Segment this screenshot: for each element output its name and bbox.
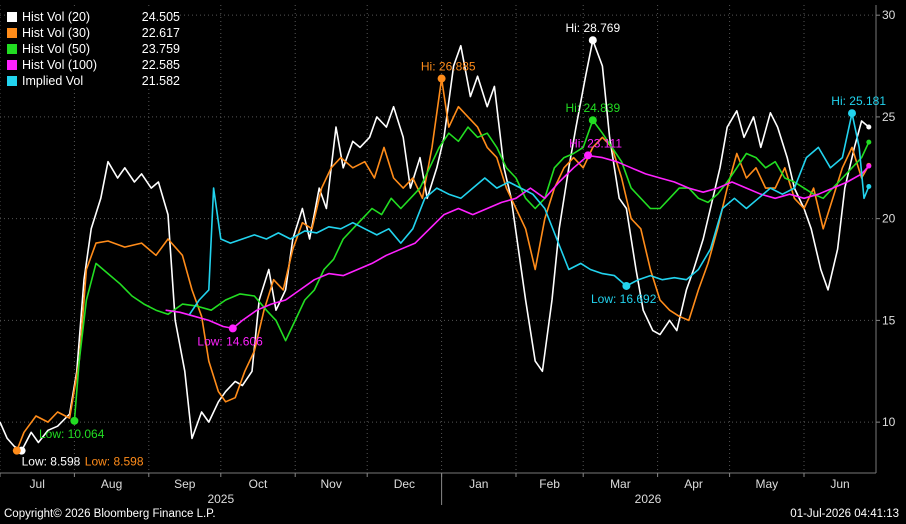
y-tick-label: 15 bbox=[882, 313, 896, 327]
legend-series-value: 22.617 bbox=[141, 26, 180, 40]
year-label: 2025 bbox=[207, 492, 234, 506]
series-end-marker-3 bbox=[866, 163, 872, 169]
annotation-label: Hi: 25.181 bbox=[831, 94, 886, 108]
x-tick-label: Nov bbox=[321, 477, 342, 491]
year-label: 2026 bbox=[635, 492, 662, 506]
legend-swatch bbox=[7, 44, 17, 54]
annotation-label: Low: 8.598 bbox=[85, 455, 144, 469]
annotation-marker bbox=[228, 324, 237, 333]
legend-series-value: 22.585 bbox=[141, 58, 180, 72]
annotation-label: Low: 16.692 bbox=[591, 292, 657, 306]
legend-series-value: 24.505 bbox=[141, 10, 180, 24]
x-tick-label: Sep bbox=[174, 477, 196, 491]
series-end-marker-0 bbox=[866, 124, 872, 130]
x-tick-label: May bbox=[755, 477, 778, 491]
series-line-0 bbox=[0, 39, 870, 452]
x-tick-label: Apr bbox=[684, 477, 703, 491]
legend-item: Hist Vol (20) 24.505 bbox=[7, 9, 180, 25]
x-tick-label: Jul bbox=[30, 477, 45, 491]
annotation-marker bbox=[584, 151, 592, 160]
legend-swatch bbox=[7, 60, 17, 70]
x-tick-label: Mar bbox=[610, 477, 631, 491]
series-line-3 bbox=[165, 154, 870, 330]
legend-item: Hist Vol (50) 23.759 bbox=[7, 41, 180, 57]
series-end-marker-4 bbox=[866, 183, 872, 189]
legend-series-name: Hist Vol (30) bbox=[22, 26, 91, 40]
series-line-2 bbox=[73, 119, 870, 421]
x-tick-label: Aug bbox=[101, 477, 122, 491]
legend-item: Hist Vol (100) 22.585 bbox=[7, 57, 180, 73]
annotation-marker bbox=[588, 36, 597, 45]
annotation-marker bbox=[588, 116, 597, 125]
x-tick-label: Jan bbox=[469, 477, 488, 491]
legend-item: Hist Vol (30) 22.617 bbox=[7, 25, 180, 41]
legend-series-name: Hist Vol (50) bbox=[22, 42, 91, 56]
annotation-label: Hi: 23.111 bbox=[569, 136, 622, 150]
y-tick-label: 10 bbox=[882, 415, 896, 429]
legend-swatch bbox=[7, 12, 17, 22]
series-end-marker-2 bbox=[866, 139, 872, 145]
legend-swatch bbox=[7, 76, 17, 86]
legend: Hist Vol (20) 24.505 Hist Vol (30) 22.617 Hi… bbox=[7, 9, 180, 89]
legend-series-name: Hist Vol (100) bbox=[22, 58, 98, 72]
annotation-label: Hi: 26.885 bbox=[421, 60, 476, 74]
annotation-marker bbox=[848, 109, 856, 118]
legend-series-name: Hist Vol (20) bbox=[22, 10, 91, 24]
annotation-label: Low: 10.064 bbox=[39, 427, 105, 441]
annotation-marker bbox=[437, 74, 446, 83]
legend-item: Implied Vol 21.582 bbox=[7, 73, 180, 89]
annotation-marker bbox=[12, 446, 21, 455]
legend-series-value: 23.759 bbox=[141, 42, 180, 56]
x-tick-label: Dec bbox=[394, 477, 415, 491]
y-tick-label: 30 bbox=[882, 8, 896, 22]
copyright-text: Copyright© 2026 Bloomberg Finance L.P. bbox=[4, 508, 216, 520]
series-line-1 bbox=[16, 77, 870, 451]
annotation-label: Low: 14.606 bbox=[197, 334, 263, 348]
series-line-4 bbox=[188, 112, 870, 315]
annotation-label: Hi: 24.839 bbox=[565, 101, 620, 115]
x-tick-label: Jun bbox=[830, 477, 849, 491]
y-tick-label: 20 bbox=[882, 212, 896, 226]
legend-swatch bbox=[7, 28, 17, 38]
annotation-label: Low: 8.598 bbox=[22, 455, 81, 469]
legend-series-name: Implied Vol bbox=[22, 74, 84, 88]
annotation-label: Hi: 28.769 bbox=[565, 21, 620, 35]
y-tick-label: 25 bbox=[882, 110, 896, 124]
legend-series-value: 21.582 bbox=[141, 74, 180, 88]
timestamp-text: 01-Jul-2026 04:41:13 bbox=[790, 508, 899, 520]
annotation-marker bbox=[622, 281, 631, 290]
annotation-marker bbox=[70, 416, 79, 425]
x-tick-label: Oct bbox=[249, 477, 268, 491]
x-tick-label: Feb bbox=[539, 477, 560, 491]
